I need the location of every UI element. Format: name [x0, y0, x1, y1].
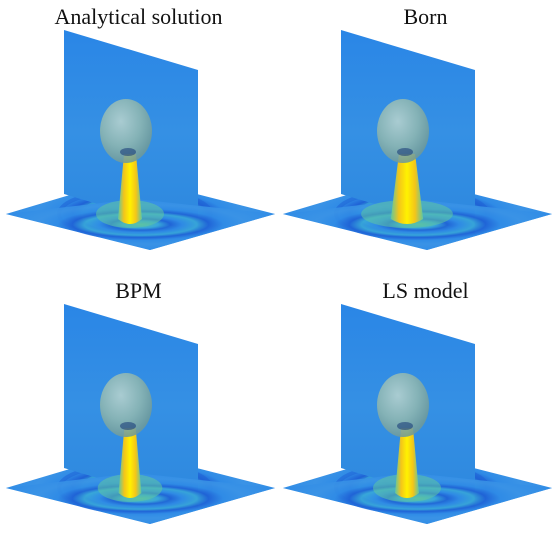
- field-visualization: [283, 304, 552, 524]
- panel-ls-model: LS model: [277, 274, 554, 548]
- field-visualization: [6, 304, 275, 524]
- panel-title: Analytical solution: [54, 4, 223, 29]
- panel-title: LS model: [382, 278, 469, 303]
- field-visualization: [283, 30, 552, 250]
- panel-analytical-solution: Analytical solution: [0, 0, 277, 274]
- panel-title: BPM: [115, 278, 162, 303]
- field-visualization: [6, 30, 275, 250]
- panel-bpm: BPM: [0, 274, 277, 548]
- panel-born: Born: [277, 0, 554, 274]
- panel-title: Born: [403, 4, 448, 29]
